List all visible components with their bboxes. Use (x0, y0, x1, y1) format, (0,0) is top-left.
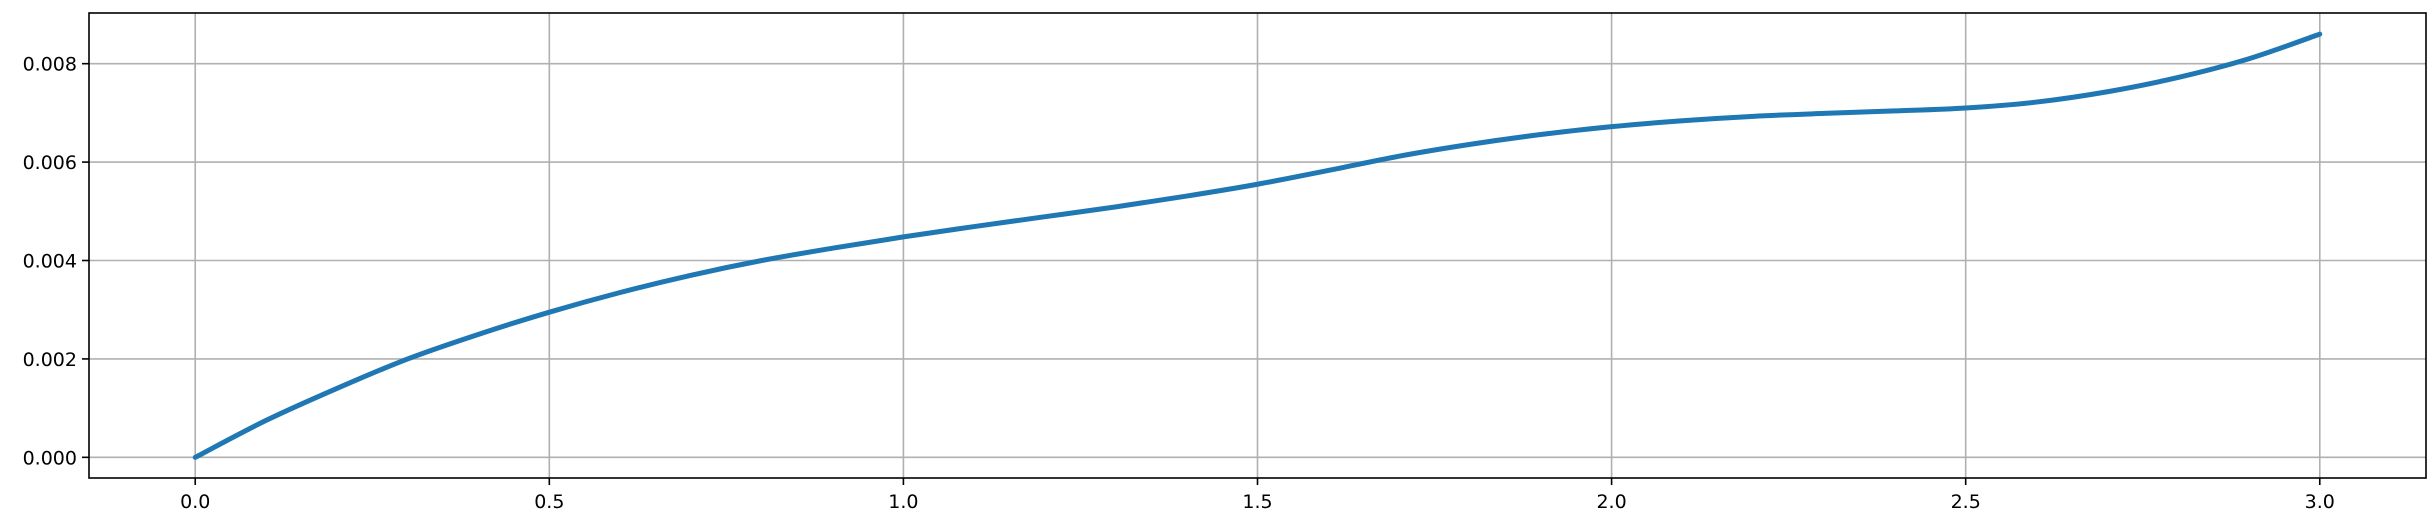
x-tick-label: 1.5 (1242, 491, 1272, 513)
x-tick-label: 1.0 (888, 491, 918, 513)
x-tick-label: 2.5 (1951, 491, 1981, 513)
y-tick-label: 0.000 (23, 447, 77, 469)
tick-layer: 0.0 0.5 1.0 1.5 2.0 2.5 3.0 0.000 0.002 0.004 0.00… (23, 54, 2335, 513)
series-line (192, 31, 2323, 460)
x-tick-label: 0.5 (534, 491, 564, 513)
grid-layer (89, 13, 2426, 478)
series-layer (192, 31, 2323, 460)
y-tick-label: 0.006 (23, 152, 77, 174)
x-tick-label: 0.0 (180, 491, 210, 513)
x-tick-label: 3.0 (2305, 491, 2335, 513)
y-tick-label: 0.002 (23, 349, 77, 371)
x-tick-label: 2.0 (1596, 491, 1626, 513)
y-tick-label: 0.008 (23, 54, 77, 76)
y-tick-label: 0.004 (23, 251, 77, 273)
